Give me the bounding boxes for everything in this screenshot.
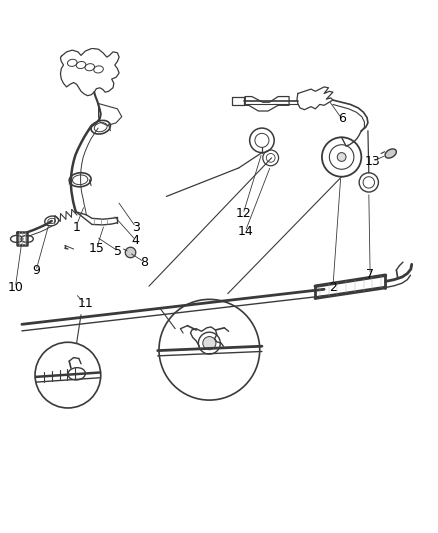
- Text: 4: 4: [132, 233, 140, 247]
- Text: 3: 3: [132, 221, 140, 233]
- Text: 14: 14: [237, 225, 253, 238]
- Circle shape: [337, 152, 346, 161]
- Text: 8: 8: [141, 256, 148, 269]
- Ellipse shape: [385, 149, 396, 158]
- Text: 2: 2: [329, 281, 337, 294]
- Circle shape: [203, 336, 216, 350]
- Text: 13: 13: [364, 155, 380, 168]
- Text: 15: 15: [88, 243, 104, 255]
- Text: 7: 7: [366, 268, 374, 281]
- Text: 10: 10: [7, 281, 23, 294]
- Text: 1: 1: [73, 221, 81, 235]
- Text: 11: 11: [78, 297, 93, 310]
- Circle shape: [125, 247, 136, 258]
- Text: 12: 12: [235, 207, 251, 221]
- Text: 9: 9: [32, 264, 40, 277]
- Text: 6: 6: [338, 112, 346, 125]
- Text: 5: 5: [114, 245, 122, 257]
